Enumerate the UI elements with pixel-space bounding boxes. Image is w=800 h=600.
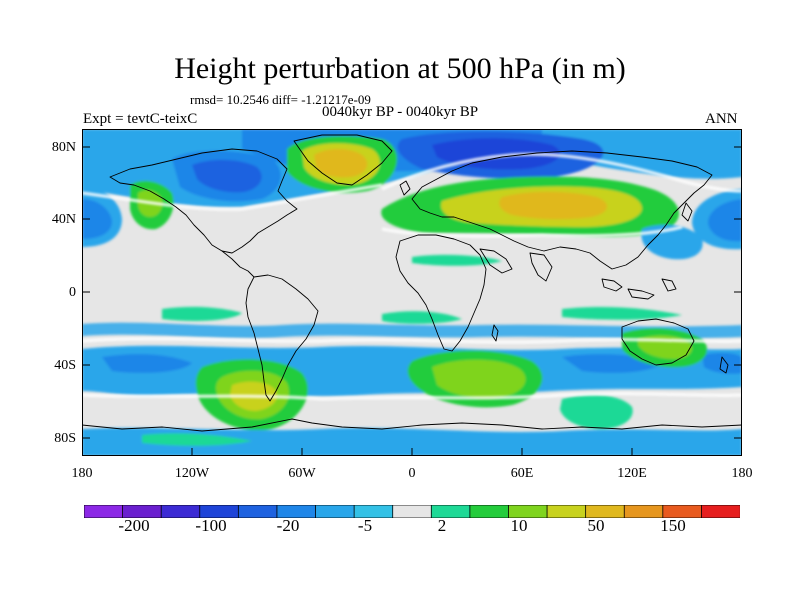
colorbar-label-0: -200	[118, 516, 150, 535]
plot-title: Height perturbation at 500 hPa (in m)	[174, 52, 626, 85]
colorbar-label-5: 10	[510, 516, 528, 535]
lat-label-0: 0	[69, 285, 76, 300]
lon-label-60w: 60W	[288, 466, 316, 481]
map-frame	[82, 129, 742, 456]
colorbar-label-6: 50	[587, 516, 605, 535]
lat-label-80s: 80S	[54, 431, 76, 446]
colorbar-cells	[84, 505, 740, 518]
lat-label-40n: 40N	[51, 212, 76, 227]
lat-label-40s: 40S	[54, 358, 76, 373]
lon-label-0: 0	[408, 466, 416, 481]
season-label: ANN	[705, 111, 738, 127]
colorbar-label-4: 2	[437, 516, 447, 535]
colorbar	[84, 505, 740, 518]
colorbar-cell	[701, 505, 740, 518]
coastlines	[82, 134, 742, 432]
lon-label-180w: 180	[71, 466, 93, 481]
map-panel	[82, 129, 742, 456]
colorbar-label-7: 150	[660, 516, 686, 535]
lat-label-80n: 80N	[51, 140, 76, 155]
lon-label-180e: 180	[731, 466, 753, 481]
lon-label-60e: 60E	[510, 466, 534, 481]
map-ticks	[82, 146, 742, 456]
experiment-label: Expt = tevtC-teixC	[83, 111, 198, 127]
lon-label-120e: 120E	[617, 466, 647, 481]
colorbar-label-3: -5	[357, 516, 373, 535]
period-label: 0040kyr BP - 0040kyr BP	[322, 104, 479, 120]
colorbar-label-1: -100	[195, 516, 227, 535]
lon-label-120w: 120W	[174, 466, 210, 481]
colorbar-label-2: -20	[276, 516, 300, 535]
stats-text: rmsd= 10.2546 diff= -1.21217e-09	[190, 92, 371, 107]
contour-lines	[82, 152, 742, 401]
